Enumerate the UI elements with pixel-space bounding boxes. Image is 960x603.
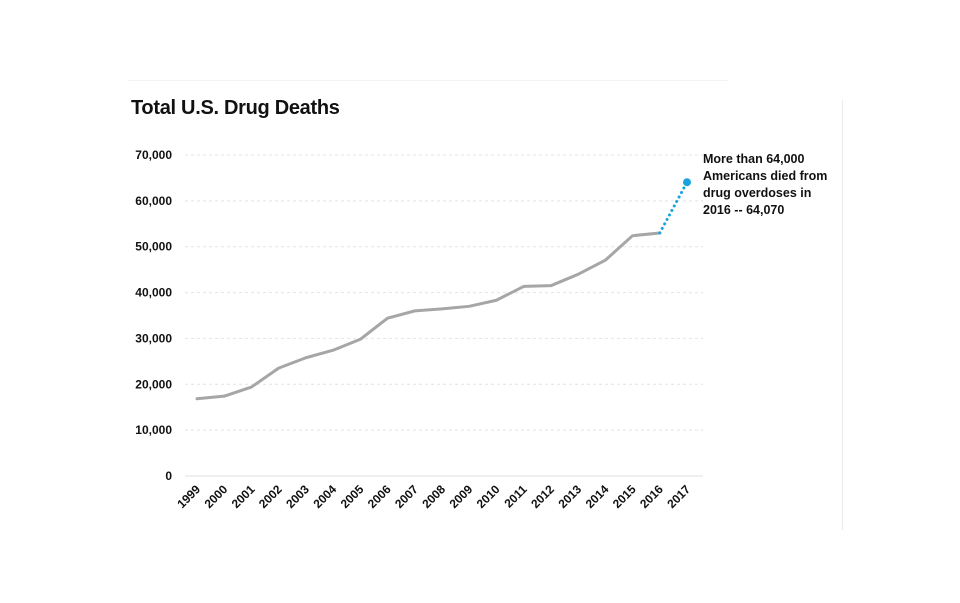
projected-series-line: [658, 180, 689, 235]
x-tick-label: 2013: [555, 482, 584, 511]
y-tick-label: 70,000: [135, 148, 172, 162]
x-tick-label: 2007: [392, 482, 421, 511]
y-tick-label: 60,000: [135, 194, 172, 208]
x-tick-label: 2009: [447, 482, 476, 511]
y-tick-label: 0: [165, 469, 172, 483]
y-tick-label: 50,000: [135, 240, 172, 254]
x-tick-label: 2012: [528, 482, 557, 511]
x-tick-label: 2002: [256, 482, 285, 511]
x-tick-label: 2004: [310, 482, 339, 511]
x-tick-label: 2003: [283, 482, 312, 511]
x-tick-label: 2000: [202, 482, 231, 511]
y-tick-label: 40,000: [135, 286, 172, 300]
x-tick-label: 2014: [583, 482, 612, 511]
annotation-line: Americans died from: [703, 169, 828, 183]
annotation-marker: [683, 178, 691, 187]
y-tick-label: 20,000: [135, 377, 172, 391]
x-tick-label: 2016: [637, 482, 666, 511]
x-tick-label: 2011: [501, 482, 530, 511]
x-tick-label: 2008: [419, 482, 448, 511]
annotation-line: drug overdoses in: [703, 186, 812, 200]
x-tick-label: 2010: [474, 482, 503, 511]
chart-annotation: More than 64,000 Americans died from dru…: [703, 151, 843, 219]
right-divider: [842, 100, 843, 530]
annotation-line: More than 64,000: [703, 152, 805, 166]
x-tick-label: 2005: [338, 482, 367, 511]
y-tick-label: 30,000: [135, 331, 172, 345]
x-tick-label: 2017: [664, 482, 693, 511]
x-tick-label: 1999: [174, 482, 203, 511]
y-tick-label: 10,000: [135, 423, 172, 437]
top-divider: [128, 80, 728, 81]
annotation-line: 2016 -- 64,070: [703, 203, 785, 217]
chart-title: Total U.S. Drug Deaths: [131, 97, 340, 119]
x-tick-label: 2015: [610, 482, 639, 511]
x-tick-label: 2001: [229, 482, 258, 511]
series-line: [195, 231, 662, 401]
x-tick-label: 2006: [365, 482, 394, 511]
